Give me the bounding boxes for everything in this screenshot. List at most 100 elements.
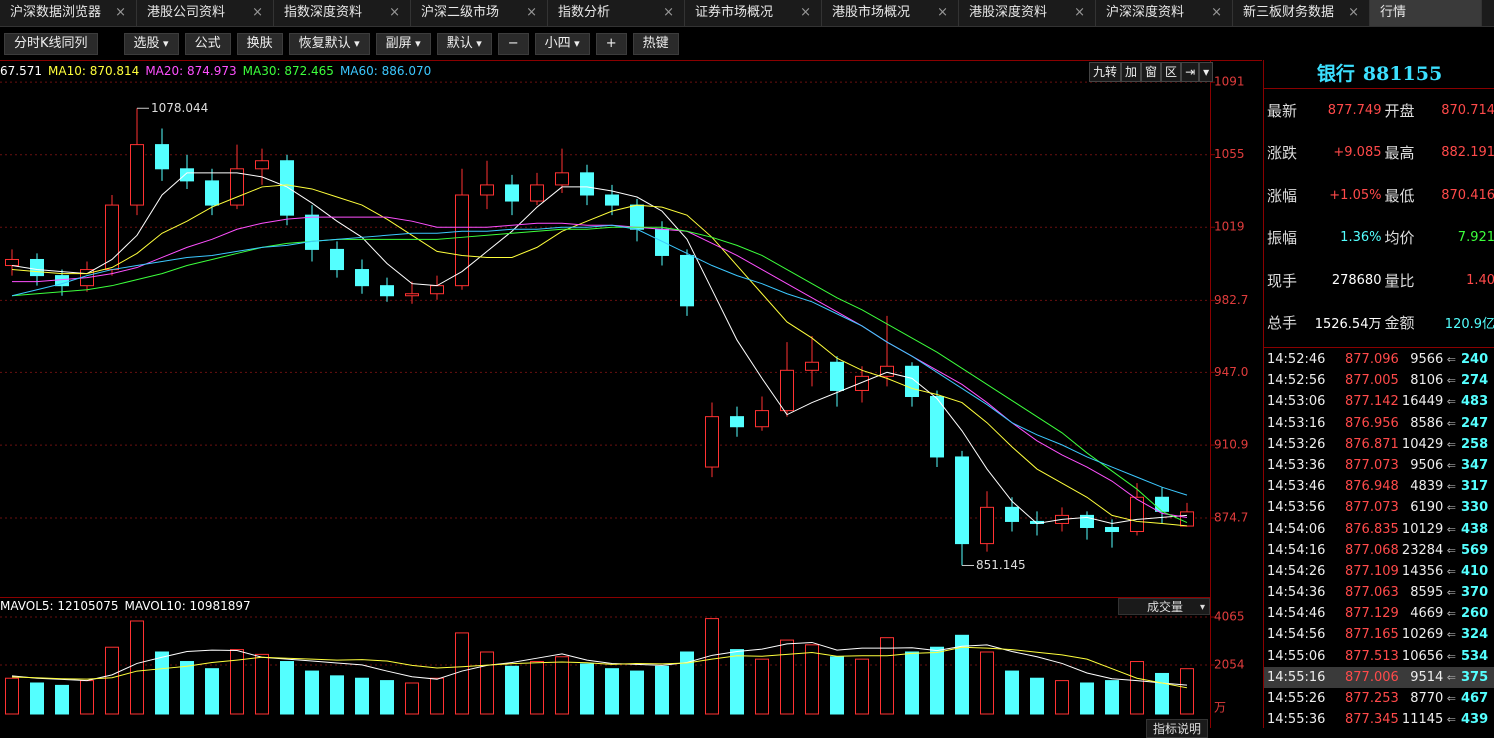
- toolbar-button[interactable]: 公式: [184, 33, 231, 55]
- chart-tool[interactable]: 窗: [1141, 62, 1162, 82]
- tab[interactable]: 港股公司资料: [137, 0, 274, 26]
- tick-cell: 876.956: [1345, 415, 1399, 431]
- toolbar-button[interactable]: −: [497, 33, 529, 55]
- volume-bar: [105, 646, 119, 715]
- ma-line: [11, 184, 1188, 527]
- tick-cell: 876.948: [1345, 479, 1399, 495]
- candle-body: [1005, 506, 1019, 522]
- volume-bar: [130, 620, 144, 715]
- tick-cell: 877.073: [1345, 457, 1399, 473]
- volume-bar: [580, 663, 594, 715]
- quote-value: +9.085: [1333, 145, 1382, 161]
- quote-label: 最新: [1267, 101, 1298, 120]
- tick-cell: 14:54:56: [1267, 627, 1326, 643]
- chart-tool-icon[interactable]: ▾: [1199, 62, 1214, 82]
- tick-cell: 14:53:06: [1267, 394, 1326, 410]
- tick-cell: 877.165: [1345, 627, 1399, 643]
- chart-tool-icon[interactable]: ⇥: [1181, 62, 1200, 82]
- chart-tool[interactable]: 区: [1161, 62, 1182, 82]
- candle-body: [305, 214, 319, 250]
- tick-cell: 14:52:46: [1267, 352, 1326, 367]
- tab[interactable]: 指数分析: [548, 0, 685, 26]
- quote-value: 882.191: [1441, 145, 1494, 161]
- tick-cell: 14:54:46: [1267, 606, 1326, 622]
- tab[interactable]: 新三板财务数据: [1233, 0, 1370, 26]
- tick-cell: 14:54:16: [1267, 542, 1326, 558]
- tab[interactable]: 沪深二级市场: [411, 0, 548, 26]
- toolbar-button[interactable]: 默认: [436, 33, 492, 55]
- candle-body: [255, 160, 269, 170]
- quote-value: 278680: [1331, 272, 1382, 288]
- candle-body: [505, 184, 519, 202]
- tick-cell: 258: [1461, 436, 1489, 452]
- candle-body: [830, 361, 844, 391]
- tab[interactable]: 港股市场概况: [822, 0, 959, 26]
- tick-cell: 9566: [1397, 349, 1456, 370]
- tick-cell: 876.835: [1345, 521, 1399, 537]
- toolbar-button[interactable]: 分时K线同列: [4, 33, 98, 55]
- tick-cell: 247: [1461, 415, 1489, 431]
- candle-body: [355, 269, 369, 287]
- candle-body: [480, 184, 494, 196]
- tab[interactable]: 港股深度资料: [959, 0, 1096, 26]
- candle-body: [855, 375, 869, 391]
- tab[interactable]: 行情: [1370, 0, 1482, 26]
- candle-body: [730, 416, 744, 428]
- tick-cell: 14:54:26: [1267, 563, 1326, 579]
- legend-entry: MAVOL5: 12105075: [0, 599, 119, 613]
- min-label: 851.145: [976, 558, 1026, 572]
- volume-bar: [955, 634, 969, 715]
- volume-bar: [630, 670, 644, 715]
- chart-tool[interactable]: 加: [1121, 62, 1142, 82]
- y-tick-label: 947.0: [1214, 365, 1248, 379]
- tick-cell: 439: [1461, 712, 1489, 728]
- candle-body: [1105, 526, 1119, 533]
- quote-value: 1.36%: [1340, 230, 1382, 246]
- candle-body: [1155, 496, 1169, 512]
- toolbar-button[interactable]: 小四: [534, 33, 590, 55]
- toolbar-button[interactable]: 换肤: [236, 33, 283, 55]
- tab-bar: 沪深数据浏览器港股公司资料指数深度资料沪深二级市场指数分析证券市场概况港股市场概…: [0, 0, 1494, 27]
- tab[interactable]: 证券市场概况: [685, 0, 822, 26]
- chart-tool[interactable]: 九转: [1089, 62, 1122, 82]
- tick-cell: 375: [1461, 669, 1489, 685]
- toolbar-button[interactable]: 恢复默认: [288, 33, 370, 55]
- toolbar-button[interactable]: 热键: [632, 33, 679, 55]
- ma-line: [11, 172, 1188, 524]
- tab[interactable]: 指数深度资料: [274, 0, 411, 26]
- tab[interactable]: 沪深深度资料: [1096, 0, 1233, 26]
- volume-bar: [1005, 670, 1019, 715]
- chart: 1091 1055 1019 982.7 947.0 910.9 874.7 1078.044…: [0, 60, 1262, 728]
- volume-bar: [980, 651, 994, 715]
- tick-cell: 10656: [1397, 646, 1456, 667]
- volume-bar: [855, 658, 869, 715]
- tick-cell: 330: [1461, 500, 1489, 516]
- chart-tools: 九转加窗区 ⇥ ▾: [1089, 62, 1214, 82]
- tick-cell: 14:55:16: [1267, 669, 1326, 685]
- candle-body: [630, 204, 644, 230]
- y-tick-label: 874.7: [1214, 511, 1248, 525]
- toolbar-button[interactable]: 副屏: [375, 33, 431, 55]
- indicator-help[interactable]: 指标说明: [1146, 719, 1209, 738]
- indicator-selector[interactable]: 成交量: [1118, 598, 1210, 616]
- y-tick-label: 982.7: [1214, 293, 1248, 307]
- toolbar-button[interactable]: 选股: [123, 33, 179, 55]
- quote-label: 金额: [1384, 314, 1415, 333]
- tab[interactable]: 沪深数据浏览器: [0, 0, 137, 26]
- volume-bar: [380, 680, 394, 715]
- tick-cell: 14:52:56: [1267, 373, 1326, 389]
- volume-bar: [1080, 682, 1094, 715]
- y-tick-label: 2054: [1214, 658, 1245, 672]
- legend-entry: MA30: 872.465: [242, 64, 334, 78]
- legend-entry: 67.571: [0, 64, 42, 78]
- candle-body: [780, 369, 794, 412]
- ma-line: [12, 216, 1188, 518]
- tick-cell: 14:53:46: [1267, 479, 1326, 495]
- toolbar-button[interactable]: +: [595, 33, 627, 55]
- candle-body: [30, 258, 44, 277]
